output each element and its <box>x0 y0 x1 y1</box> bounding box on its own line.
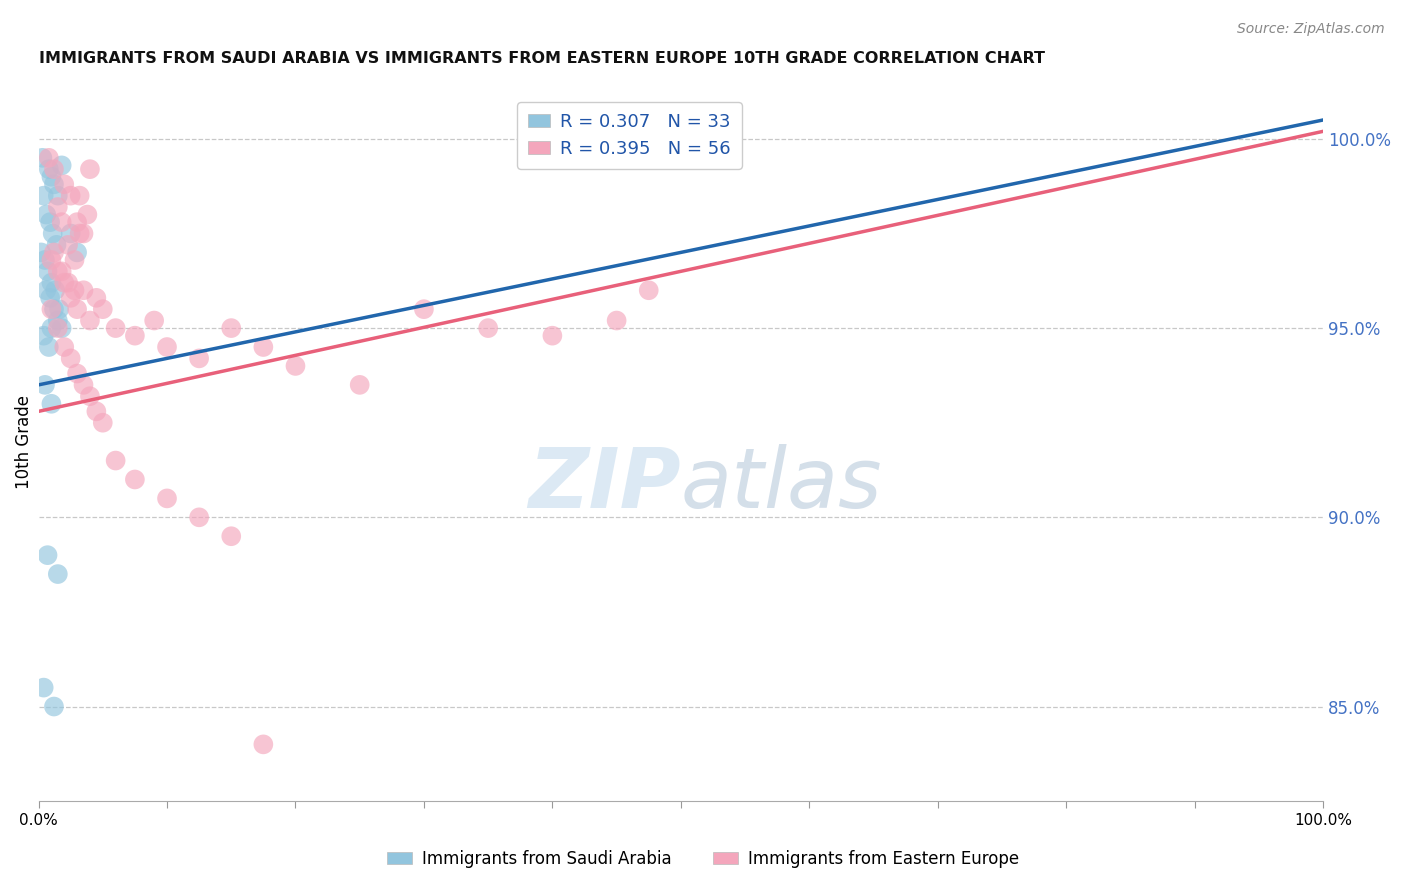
Point <box>41 302 63 317</box>
Legend: R = 0.307   N = 33, R = 0.395   N = 56: R = 0.307 N = 33, R = 0.395 N = 56 <box>517 102 742 169</box>
Point <box>46 313 69 327</box>
Point <box>124 473 146 487</box>
Point <box>41 227 63 241</box>
Point <box>59 351 82 366</box>
Point <box>91 302 114 317</box>
Point <box>72 227 94 241</box>
Point <box>86 291 108 305</box>
Point <box>44 283 66 297</box>
Point <box>219 321 242 335</box>
Point <box>39 291 62 305</box>
Point <box>34 377 56 392</box>
Point <box>66 245 89 260</box>
Point <box>284 359 307 373</box>
Point <box>252 737 274 751</box>
Legend: Immigrants from Saudi Arabia, Immigrants from Eastern Europe: Immigrants from Saudi Arabia, Immigrants… <box>380 844 1026 875</box>
Point <box>91 416 114 430</box>
Point <box>59 188 82 202</box>
Point <box>188 510 211 524</box>
Point <box>66 367 89 381</box>
Point <box>156 491 179 506</box>
Point <box>79 313 101 327</box>
Point <box>51 264 73 278</box>
Point <box>124 328 146 343</box>
Point <box>51 215 73 229</box>
Point <box>76 208 98 222</box>
Point <box>41 252 63 267</box>
Point <box>63 283 86 297</box>
Point <box>637 283 659 297</box>
Point <box>59 291 82 305</box>
Point <box>46 188 69 202</box>
Point <box>46 321 69 335</box>
Point <box>38 162 60 177</box>
Point <box>86 404 108 418</box>
Point <box>41 169 63 184</box>
Point <box>41 321 63 335</box>
Y-axis label: 10th Grade: 10th Grade <box>15 394 32 489</box>
Point <box>42 302 65 317</box>
Point <box>66 302 89 317</box>
Point <box>252 340 274 354</box>
Point <box>32 328 55 343</box>
Point <box>59 227 82 241</box>
Point <box>69 227 91 241</box>
Point <box>56 237 79 252</box>
Point <box>72 283 94 297</box>
Point <box>41 397 63 411</box>
Point <box>53 178 76 192</box>
Point <box>38 151 60 165</box>
Point <box>42 178 65 192</box>
Point <box>349 377 371 392</box>
Text: IMMIGRANTS FROM SAUDI ARABIA VS IMMIGRANTS FROM EASTERN EUROPE 10TH GRADE CORREL: IMMIGRANTS FROM SAUDI ARABIA VS IMMIGRAN… <box>38 51 1045 66</box>
Point <box>51 321 73 335</box>
Point <box>42 245 65 260</box>
Point <box>42 699 65 714</box>
Point <box>63 252 86 267</box>
Point <box>48 302 70 317</box>
Point <box>46 567 69 582</box>
Point <box>79 162 101 177</box>
Point <box>156 340 179 354</box>
Point <box>46 200 69 214</box>
Point <box>56 276 79 290</box>
Point <box>32 681 55 695</box>
Point <box>477 321 499 335</box>
Point <box>66 215 89 229</box>
Text: ZIP: ZIP <box>529 444 681 525</box>
Point <box>53 276 76 290</box>
Point <box>31 151 53 165</box>
Point <box>72 377 94 392</box>
Point <box>188 351 211 366</box>
Point <box>45 237 67 252</box>
Point <box>606 313 628 327</box>
Point <box>35 283 58 297</box>
Point <box>219 529 242 543</box>
Point <box>53 340 76 354</box>
Point <box>413 302 436 317</box>
Point <box>69 188 91 202</box>
Point <box>34 252 56 267</box>
Point <box>104 453 127 467</box>
Point <box>37 548 59 562</box>
Point <box>39 215 62 229</box>
Point <box>35 208 58 222</box>
Point <box>41 276 63 290</box>
Point <box>38 340 60 354</box>
Point <box>37 264 59 278</box>
Point <box>30 245 52 260</box>
Text: atlas: atlas <box>681 444 883 525</box>
Point <box>541 328 564 343</box>
Point <box>51 158 73 172</box>
Point <box>42 162 65 177</box>
Point <box>46 264 69 278</box>
Point <box>32 188 55 202</box>
Point <box>104 321 127 335</box>
Point <box>79 389 101 403</box>
Text: Source: ZipAtlas.com: Source: ZipAtlas.com <box>1237 22 1385 37</box>
Point <box>143 313 166 327</box>
